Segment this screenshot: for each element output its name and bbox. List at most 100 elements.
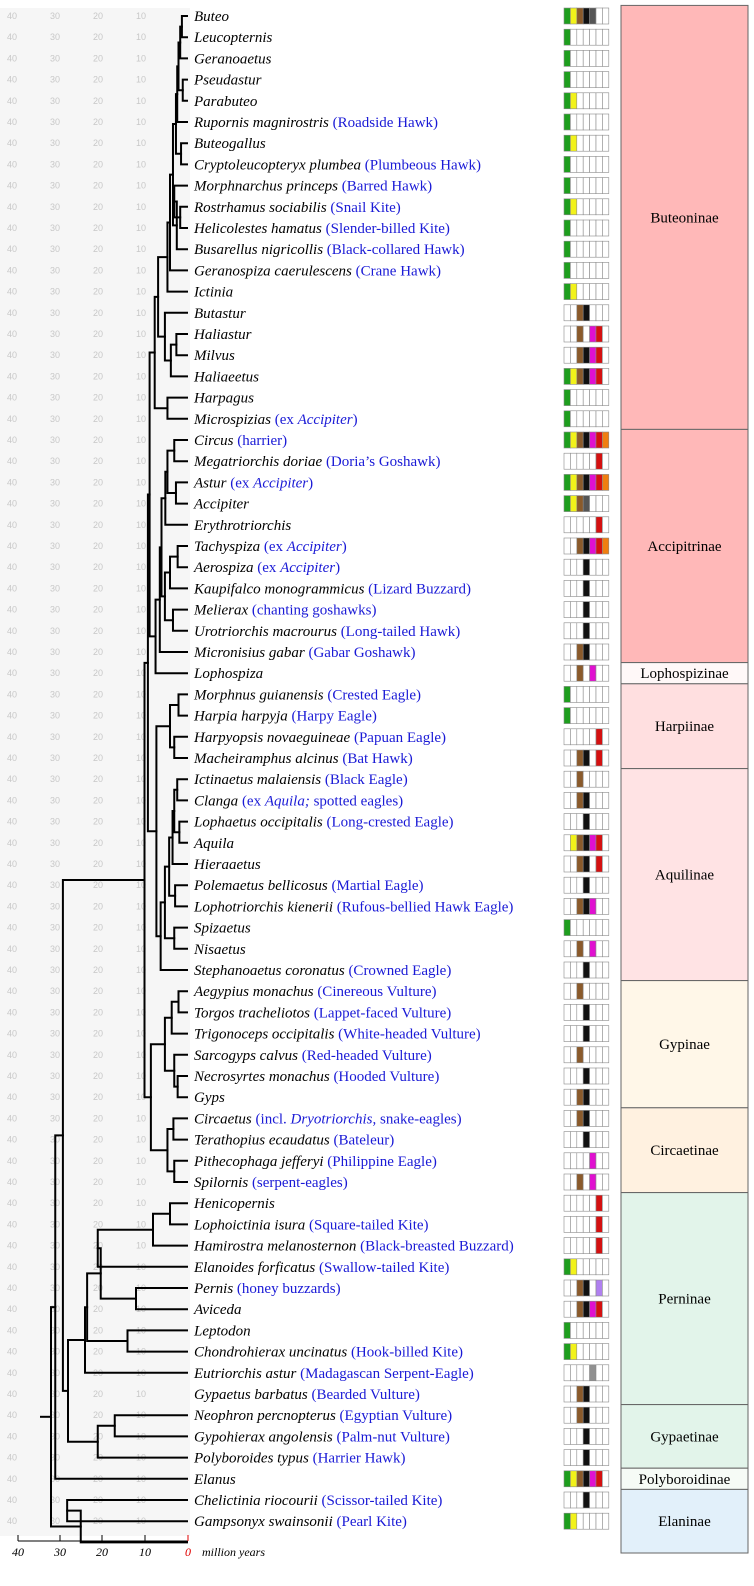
trait-cell [576, 495, 584, 512]
trait-cell [595, 643, 603, 661]
grid-label: 40 [7, 75, 17, 85]
trait-cell [576, 1194, 584, 1212]
trait-cell [563, 1046, 571, 1064]
trait-cell [570, 410, 578, 428]
grid-label: 40 [7, 265, 17, 275]
trait-cell [589, 113, 597, 131]
trait-cell [576, 452, 584, 470]
trait-cell [563, 389, 571, 406]
scientific-name: Gampsonyx swainsonii [194, 1514, 333, 1530]
trait-cell [576, 1364, 584, 1382]
grid-label: 20 [93, 350, 103, 360]
common-name: ) [335, 560, 340, 576]
grid-label: 30 [50, 159, 60, 169]
scientific-name: Eutriorchis astur [193, 1366, 297, 1382]
grid-label: 10 [136, 117, 146, 127]
grid-label: 40 [7, 1219, 17, 1229]
trait-cell [589, 134, 597, 152]
scientific-name: Trigonoceps occipitalis [194, 1027, 335, 1043]
trait-cell [570, 1237, 578, 1254]
trait-cell [602, 431, 610, 449]
taxon-label: Gampsonyx swainsonii (Pearl Kite) [194, 1514, 407, 1530]
scientific-name: Spizaetus [194, 921, 251, 937]
grid-label: 30 [50, 223, 60, 233]
trait-swatch-row [563, 452, 610, 470]
grid-label: 40 [7, 1325, 17, 1335]
grid-label: 30 [50, 75, 60, 85]
grid-label: 40 [7, 329, 17, 339]
taxon-label: Busarellus nigricollis (Black-collared H… [194, 242, 465, 258]
common-name: Dryotriorchis [290, 1111, 373, 1127]
grid-label: 40 [7, 1516, 17, 1526]
trait-cell [595, 304, 603, 322]
trait-cell [563, 749, 571, 767]
taxon-label: Cryptoleucopteryx plumbea (Plumbeous Haw… [194, 157, 481, 173]
trait-cell [589, 1025, 597, 1042]
scientific-name: Nisaetus [193, 942, 246, 958]
trait-cell [589, 1491, 597, 1509]
grid-label: 10 [136, 583, 146, 593]
trait-cell [602, 325, 610, 343]
scientific-name: Aegypius monachus [193, 984, 314, 1000]
trait-cell [563, 982, 571, 1000]
trait-cell [576, 643, 584, 661]
grid-label: 20 [93, 477, 103, 487]
grid-label: 30 [50, 138, 60, 148]
trait-cell [570, 219, 578, 237]
trait-cell [602, 834, 610, 852]
taxon-label: Torgos tracheliotos (Lappet-faced Vultur… [194, 1005, 451, 1021]
trait-cell [589, 1428, 597, 1445]
trait-cell [576, 1449, 584, 1466]
common-name: (Martial Eagle) [328, 878, 424, 894]
grid-label: 40 [7, 520, 17, 530]
trait-cell [563, 1152, 571, 1170]
trait-cell [595, 664, 603, 682]
grid-label: 20 [93, 1092, 103, 1102]
trait-cell [582, 1152, 590, 1170]
trait-cell [589, 1194, 597, 1212]
trait-cell [595, 622, 603, 640]
subfamily-box [620, 1192, 749, 1406]
trait-swatch-row [563, 1300, 610, 1318]
trait-cell [582, 728, 590, 746]
trait-cell [576, 389, 584, 406]
trait-cell [570, 1152, 578, 1170]
scientific-name: Lophotriorchis kienerii [193, 899, 333, 915]
grid-label: 20 [93, 689, 103, 699]
trait-cell [563, 495, 571, 512]
trait-cell [582, 177, 590, 194]
common-name: (Swallow-tailed Kite) [315, 1260, 449, 1276]
trait-cell [602, 1470, 610, 1488]
common-name: Accipiter [297, 412, 353, 428]
taxon-label: Rupornis magnirostris (Roadside Hawk) [193, 115, 438, 131]
trait-cell [589, 1237, 597, 1254]
trait-cell [595, 919, 603, 936]
trait-cell [595, 1449, 603, 1466]
grid-label: 30 [50, 181, 60, 191]
grid-label: 20 [93, 1389, 103, 1399]
trait-cell [576, 1322, 584, 1339]
common-name: (incl. [252, 1111, 291, 1127]
trait-cell [595, 431, 603, 449]
trait-swatch-row [563, 813, 610, 830]
grid-label: 40 [7, 817, 17, 827]
trait-cell [595, 71, 603, 88]
trait-swatch-row [563, 516, 610, 534]
taxon-label: Chondrohierax uncinatus (Hook-billed Kit… [194, 1345, 463, 1361]
trait-cell [563, 707, 571, 724]
taxon-label: Gypaetus barbatus (Bearded Vulture) [194, 1387, 420, 1403]
trait-cell [582, 198, 590, 216]
grid-label: 30 [50, 944, 60, 954]
grid-label: 20 [93, 414, 103, 424]
grid-label: 30 [50, 562, 60, 572]
grid-label: 10 [136, 181, 146, 191]
scientific-name: Harpyopsis novaeguineae [193, 730, 351, 746]
scientific-name: Spilornis [194, 1175, 248, 1191]
trait-cell [595, 346, 603, 364]
grid-label: 40 [7, 1347, 17, 1357]
scientific-name: Pernis [193, 1281, 233, 1297]
trait-cell [595, 1258, 603, 1276]
grid-label: 40 [7, 944, 17, 954]
trait-swatch-row [563, 876, 610, 894]
